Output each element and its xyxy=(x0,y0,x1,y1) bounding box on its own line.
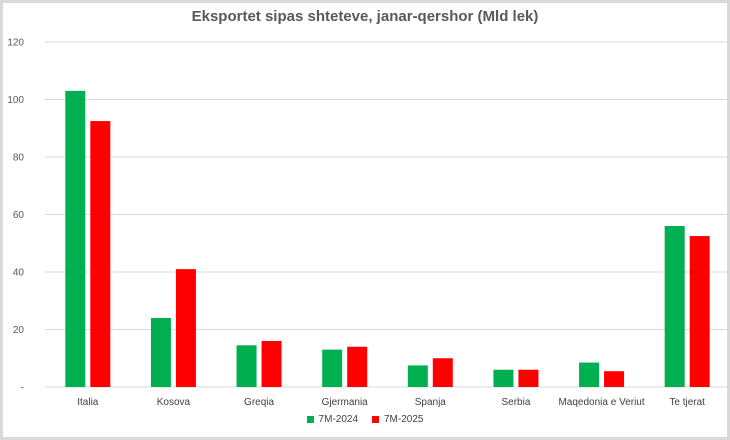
y-tick-label: 20 xyxy=(13,325,25,336)
y-tick-label: 60 xyxy=(13,210,25,221)
bar-2 xyxy=(175,269,196,387)
bar-1 xyxy=(322,349,343,387)
bar-2 xyxy=(261,341,282,387)
bar-2 xyxy=(689,236,710,387)
chart-title: Eksportet sipas shteteve, janar-qershor … xyxy=(191,8,539,25)
x-tick-label: Greqia xyxy=(244,397,274,408)
y-tick-label: 120 xyxy=(7,38,24,49)
x-tick-label: Te tjerat xyxy=(669,397,705,408)
x-tick-label: Serbia xyxy=(501,397,530,408)
bar-1 xyxy=(65,90,86,387)
x-tick-label: Gjermania xyxy=(322,397,369,408)
legend-item-series-2: 7M-2025 xyxy=(372,414,423,425)
legend-swatch-series-1 xyxy=(306,416,314,423)
bar-1 xyxy=(493,369,514,387)
legend-label-series-1: 7M-2024 xyxy=(318,414,358,425)
y-tick-label: 100 xyxy=(7,95,24,106)
x-tick-label: Spanja xyxy=(415,397,447,408)
x-tick-label: Kosova xyxy=(157,397,191,408)
x-tick-label: Italia xyxy=(77,397,99,408)
bar-2 xyxy=(90,121,111,387)
legend: 7M-2024 7M-2025 xyxy=(0,414,730,425)
y-tick-label: 40 xyxy=(13,268,25,279)
bar-1 xyxy=(579,362,600,387)
bar-2 xyxy=(347,346,368,387)
bar-1 xyxy=(150,318,171,387)
legend-item-series-1: 7M-2024 xyxy=(306,414,358,425)
bar-2 xyxy=(432,358,453,387)
y-tick-label: 80 xyxy=(13,153,25,164)
bar-2 xyxy=(604,371,625,387)
x-tick-label: Maqedonia e Veriut xyxy=(558,397,644,408)
y-tick-label: - xyxy=(21,383,24,394)
bar-1 xyxy=(407,365,428,387)
bar-1 xyxy=(664,226,685,387)
legend-swatch-series-2 xyxy=(372,416,379,423)
bar-2 xyxy=(518,369,539,387)
legend-label-series-2: 7M-2025 xyxy=(384,414,424,425)
bar-1 xyxy=(236,345,257,387)
